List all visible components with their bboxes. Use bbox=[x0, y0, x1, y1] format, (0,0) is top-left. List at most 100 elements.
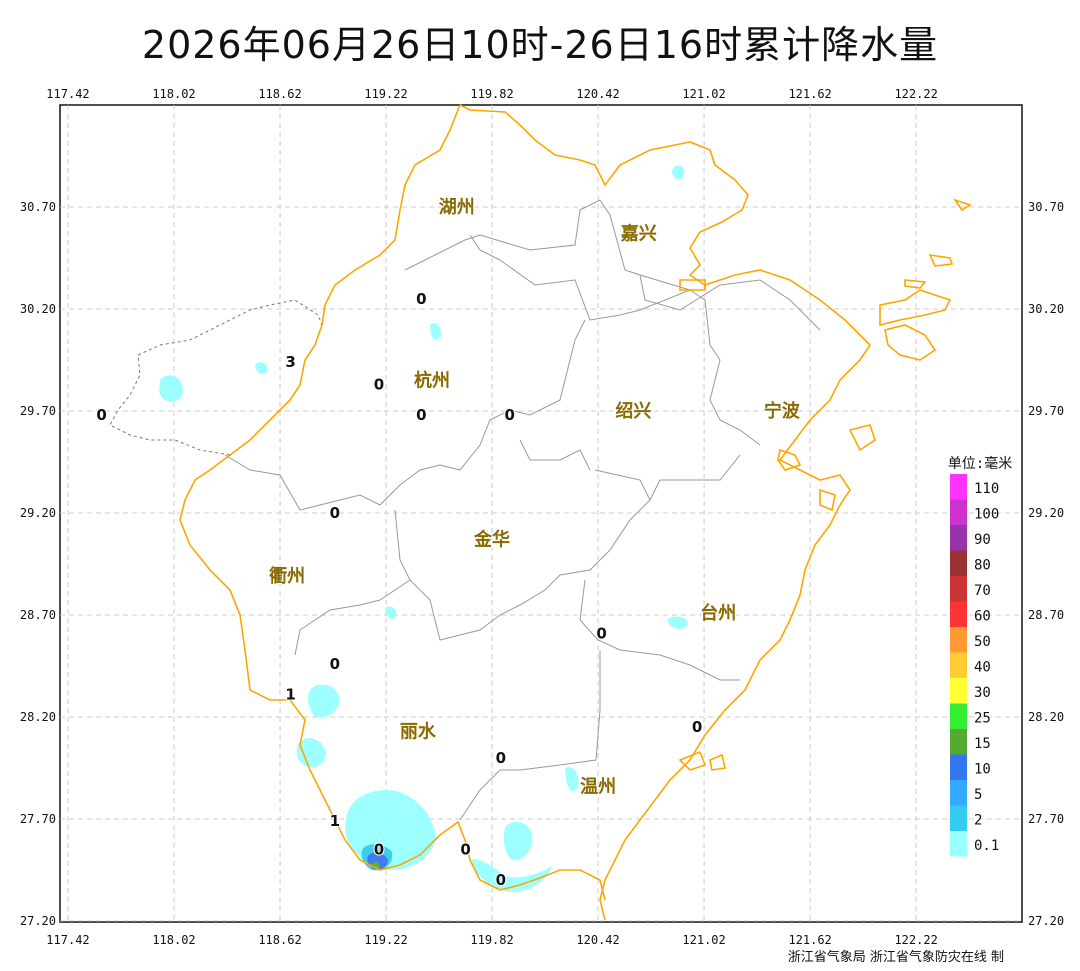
lon-tick-bottom: 119.82 bbox=[470, 933, 513, 947]
lat-tick-left: 30.70 bbox=[20, 200, 56, 214]
lon-tick-top: 121.02 bbox=[682, 87, 725, 101]
lon-tick-bottom: 121.02 bbox=[682, 933, 725, 947]
station-value: 0 bbox=[496, 871, 506, 889]
station-value: 0 bbox=[374, 841, 384, 859]
rain-patch bbox=[159, 375, 183, 402]
station-value: 0 bbox=[416, 406, 426, 424]
axis-ticks: 117.42 117.42 118.02 118.02 118.62 118.62 119.… bbox=[20, 87, 1064, 947]
lat-tick-right: 30.70 bbox=[1028, 200, 1064, 214]
lon-tick-top: 122.22 bbox=[894, 87, 937, 101]
lon-tick-top: 118.02 bbox=[152, 87, 195, 101]
legend-label: 2 bbox=[974, 813, 982, 829]
lat-tick-right: 28.20 bbox=[1028, 710, 1064, 724]
station-value: 0 bbox=[496, 749, 506, 767]
city-label: 绍兴 bbox=[615, 400, 651, 422]
lon-tick-top: 119.82 bbox=[470, 87, 513, 101]
lat-tick-right: 27.70 bbox=[1028, 812, 1064, 826]
legend-label: 40 bbox=[974, 660, 991, 676]
rain-patch bbox=[385, 606, 397, 619]
station-value: 0 bbox=[416, 290, 426, 308]
station-value: 0 bbox=[505, 406, 515, 424]
legend-swatch bbox=[950, 474, 967, 500]
legend-swatch bbox=[950, 601, 967, 627]
station-value: 0 bbox=[596, 624, 606, 642]
legend-swatch bbox=[950, 525, 967, 551]
lat-tick-right: 29.20 bbox=[1028, 506, 1064, 520]
city-label: 湖州 bbox=[439, 197, 475, 218]
legend-label: 110 bbox=[974, 481, 999, 497]
credit-text: 浙江省气象局 浙江省气象防灾在线 制 bbox=[787, 950, 1004, 965]
legend-label: 60 bbox=[974, 609, 991, 625]
lon-tick-top: 118.62 bbox=[258, 87, 301, 101]
lon-tick-bottom: 120.42 bbox=[576, 933, 619, 947]
legend-swatch bbox=[950, 703, 967, 729]
legend-swatch bbox=[950, 678, 967, 704]
legend-label: 90 bbox=[974, 532, 991, 548]
legend-label: 80 bbox=[974, 558, 991, 574]
legend-swatch bbox=[950, 499, 967, 525]
legend-title: 单位:毫米 bbox=[948, 455, 1012, 472]
legend-label: 50 bbox=[974, 634, 991, 650]
legend-swatch bbox=[950, 627, 967, 653]
lat-tick-left: 30.20 bbox=[20, 302, 56, 316]
city-label: 杭州 bbox=[414, 369, 450, 391]
city-label: 衢州 bbox=[269, 565, 305, 587]
legend: 单位:毫米 110 100 90 80 70 60 50 40 30 25 15 10 5 2 0.1 bbox=[948, 455, 1012, 857]
rain-shading bbox=[159, 165, 688, 892]
city-label: 台州 bbox=[700, 602, 736, 624]
lon-tick-bottom: 118.02 bbox=[152, 933, 195, 947]
province-border bbox=[179, 104, 972, 921]
legend-label: 30 bbox=[974, 685, 991, 701]
rain-patch bbox=[565, 766, 579, 792]
legend-swatch bbox=[950, 754, 967, 780]
station-value: 0 bbox=[692, 718, 702, 736]
map-title: 2026年06月26日10时-26日16时累计降水量 bbox=[141, 23, 939, 67]
legend-label: 100 bbox=[974, 507, 999, 523]
rain-patch bbox=[503, 821, 533, 861]
lon-tick-top: 117.42 bbox=[46, 87, 89, 101]
lat-tick-right: 29.70 bbox=[1028, 404, 1064, 418]
lat-tick-left: 28.20 bbox=[20, 710, 56, 724]
station-value: 0 bbox=[330, 504, 340, 522]
lon-tick-bottom: 121.62 bbox=[788, 933, 831, 947]
legend-swatch bbox=[950, 729, 967, 755]
lat-tick-left: 28.70 bbox=[20, 608, 56, 622]
lat-tick-left: 29.20 bbox=[20, 506, 56, 520]
legend-swatch bbox=[950, 805, 967, 831]
city-label: 温州 bbox=[580, 776, 616, 797]
station-value: 1 bbox=[285, 686, 295, 704]
lat-tick-right: 28.70 bbox=[1028, 608, 1064, 622]
city-label: 嘉兴 bbox=[620, 224, 657, 245]
lat-tick-right: 30.20 bbox=[1028, 302, 1064, 316]
station-values: 0 3 0 0 0 0 0 0 0 1 0 0 1 0 0 0 bbox=[95, 289, 703, 890]
city-label: 金华 bbox=[473, 529, 510, 551]
lat-tick-left: 29.70 bbox=[20, 404, 56, 418]
city-label: 丽水 bbox=[400, 720, 437, 742]
station-value: 0 bbox=[374, 375, 384, 393]
lon-tick-bottom: 122.22 bbox=[894, 933, 937, 947]
legend-label: 70 bbox=[974, 583, 991, 599]
city-boundaries bbox=[224, 199, 821, 821]
graticule bbox=[60, 105, 1022, 922]
lat-tick-right: 27.20 bbox=[1028, 914, 1064, 928]
rain-patch bbox=[667, 616, 688, 629]
legend-label: 5 bbox=[974, 787, 982, 803]
legend-label: 15 bbox=[974, 736, 991, 752]
station-value: 0 bbox=[96, 406, 106, 424]
lon-tick-top: 121.62 bbox=[788, 87, 831, 101]
legend-label: 25 bbox=[974, 711, 991, 727]
lon-tick-top: 120.42 bbox=[576, 87, 619, 101]
station-value: 3 bbox=[285, 353, 295, 371]
lon-tick-bottom: 119.22 bbox=[364, 933, 407, 947]
station-value: 1 bbox=[330, 812, 340, 830]
legend-label: 10 bbox=[974, 762, 991, 778]
legend-label: 0.1 bbox=[974, 838, 999, 854]
rain-patch bbox=[255, 362, 268, 375]
rain-patch bbox=[430, 323, 442, 340]
legend-swatch bbox=[950, 652, 967, 678]
city-label: 宁波 bbox=[764, 400, 801, 422]
station-value: 0 bbox=[330, 655, 340, 673]
lon-tick-top: 119.22 bbox=[364, 87, 407, 101]
